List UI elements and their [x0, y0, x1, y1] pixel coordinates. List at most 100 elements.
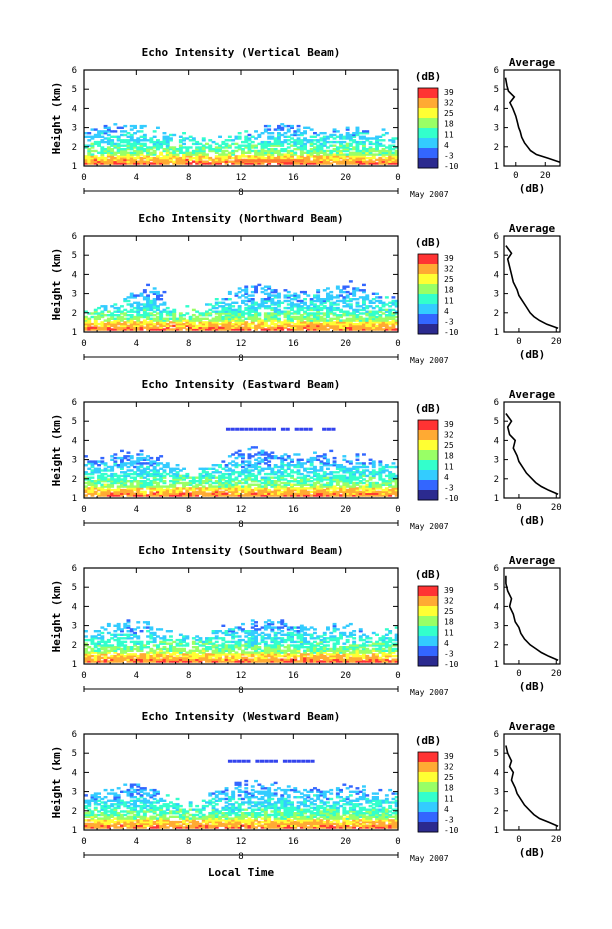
echo-cell: [129, 155, 134, 158]
colorbar-tick-label: 39: [444, 254, 454, 263]
x-tick-label: 16: [288, 505, 299, 515]
echo-cell: [290, 137, 294, 140]
echo-cell: [129, 305, 134, 308]
echo-cell: [146, 640, 150, 644]
echo-cell: [136, 480, 141, 483]
echo-cell: [84, 644, 88, 647]
echo-cell: [227, 646, 232, 649]
echo-cell: [306, 155, 311, 158]
echo-cell: [244, 328, 249, 331]
echo-cell: [345, 460, 350, 463]
echo-cell: [227, 478, 232, 481]
echo-cell: [378, 322, 383, 326]
echo-cell: [342, 455, 347, 458]
echo-cell: [329, 494, 334, 497]
echo-cell: [381, 471, 386, 474]
echo-cell: [133, 294, 137, 297]
echo-cell: [93, 322, 98, 326]
echo-cell: [345, 317, 350, 320]
echo-cell: [368, 156, 373, 160]
echo-cell: [84, 464, 88, 467]
echo-cell: [156, 306, 160, 310]
echo-cell: [342, 148, 347, 151]
echo-cell: [358, 140, 363, 144]
echo-cell: [178, 651, 183, 654]
echo-cell: [237, 485, 242, 488]
echo-cell: [244, 494, 249, 497]
echo-cell: [87, 487, 92, 490]
echo-cell: [342, 321, 347, 324]
echo-cell: [277, 140, 281, 144]
echo-cell: [146, 153, 150, 156]
echo-cell: [159, 654, 164, 658]
echo-cell: [352, 494, 357, 497]
echo-cell: [234, 142, 239, 146]
echo-cell: [178, 469, 183, 472]
echo-cell: [152, 142, 157, 146]
echo-cell: [191, 651, 196, 654]
echo-cell: [371, 476, 376, 479]
echo-cell: [362, 135, 366, 138]
echo-cell: [257, 149, 262, 153]
echo-cell: [198, 467, 203, 470]
echo-cell: [191, 642, 196, 645]
echo-cell: [384, 308, 389, 312]
echo-cell: [277, 149, 281, 153]
echo-cell: [221, 651, 226, 654]
echo-cell: [231, 328, 236, 331]
echo-cell: [241, 656, 245, 660]
echo-cell: [329, 472, 334, 476]
echo-cell: [218, 162, 222, 165]
echo-cell: [290, 144, 294, 147]
echo-cell: [306, 471, 311, 474]
echo-cell: [139, 494, 144, 497]
echo-cell: [267, 153, 272, 156]
echo-cell: [234, 644, 239, 647]
echo-cell: [244, 285, 249, 288]
echo-cell: [335, 476, 340, 479]
echo-cell: [191, 494, 196, 497]
echo-cell: [355, 319, 360, 322]
echo-cell: [319, 322, 324, 326]
echo-cell: [254, 656, 258, 660]
echo-cell: [335, 130, 340, 133]
echo-cell: [110, 324, 115, 328]
echo-cell: [313, 132, 317, 135]
echo-cell: [195, 326, 200, 329]
echo-cell: [362, 481, 366, 485]
echo-cell: [146, 467, 150, 470]
echo-cell: [241, 301, 245, 304]
echo-cell: [152, 480, 157, 483]
echo-cell: [316, 290, 321, 294]
echo-cell: [106, 651, 111, 654]
echo-cell: [362, 283, 366, 287]
echo-cell: [260, 631, 265, 635]
echo-cell: [316, 139, 321, 142]
echo-cell: [214, 464, 219, 467]
echo-cell: [250, 135, 255, 138]
echo-cell: [267, 137, 272, 140]
echo-cell: [339, 290, 343, 294]
echo-cell: [126, 451, 131, 454]
echo-cell: [267, 492, 272, 495]
echo-cell: [205, 146, 209, 149]
echo-cell: [368, 162, 373, 165]
echo-cell: [250, 464, 255, 467]
echo-cell: [224, 488, 229, 492]
echo-cell: [165, 319, 170, 322]
echo-cell: [126, 314, 131, 317]
echo-cell: [126, 487, 131, 490]
echo-cell: [277, 485, 281, 488]
echo-cell: [241, 314, 245, 317]
echo-cell: [100, 151, 105, 154]
echo-cell: [365, 469, 370, 472]
echo-cell: [159, 474, 164, 478]
echo-cell: [263, 478, 268, 481]
echo-cell: [178, 644, 183, 647]
echo-cell: [100, 139, 105, 142]
echo-cell: [227, 160, 232, 163]
echo-cell: [277, 132, 281, 135]
echo-cell: [149, 305, 154, 308]
echo-cell: [139, 126, 144, 129]
echo-cell: [224, 633, 229, 636]
